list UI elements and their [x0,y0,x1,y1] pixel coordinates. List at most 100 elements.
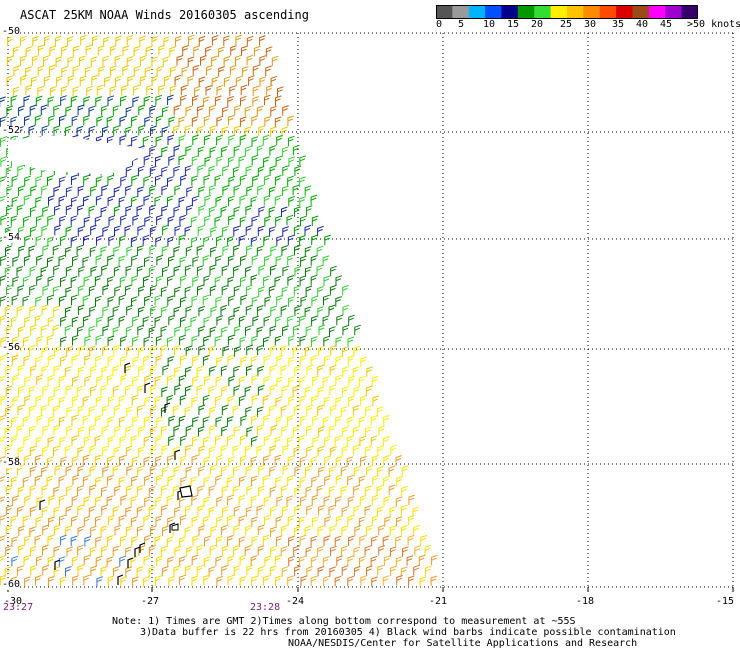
wind-barb [239,434,247,446]
wind-barb [17,164,24,176]
wind-barb [110,65,117,76]
wind-barb [215,195,223,207]
wind-barb [169,85,177,96]
longitude-label: -24 [286,596,305,607]
wind-barb [328,304,336,316]
wind-barb [329,326,336,337]
wind-barb [250,555,258,566]
wind-barb [47,534,55,546]
wind-barb [163,36,171,47]
wind-barb [173,125,180,136]
wind-barb [317,404,324,416]
wind-barb [6,185,13,196]
wind-barb [209,125,217,136]
wind-barb [31,55,39,66]
wind-barb [71,196,78,207]
wind-barb [161,386,168,397]
wind-barb [365,405,372,416]
wind-barb [43,55,50,66]
wind-barb [197,105,204,116]
wind-barb [126,406,133,417]
wind-barb [215,375,223,387]
wind-barb [107,374,114,385]
wind-barb [342,284,349,296]
wind-barb [354,324,361,336]
wind-barb [250,196,258,207]
wind-barb [198,465,205,477]
wind-barb [167,275,174,286]
wind-barb [154,316,162,327]
wind-barb [124,365,132,376]
wind-barb [208,566,216,577]
wind-barb [30,206,37,217]
wind-barb [203,236,210,247]
wind-barb [233,385,241,396]
wind-barb [48,516,55,527]
wind-barb [300,415,307,426]
wind-barb [64,325,72,336]
wind-barb [370,415,378,426]
wind-barb [192,355,199,366]
wind-barb [125,384,132,396]
wind-barb [250,495,258,506]
wind-barb [125,484,133,496]
wind-barb [131,296,138,307]
wind-barb [354,525,362,536]
wind-barb [251,136,259,147]
wind-barb [98,65,106,77]
wind-barb [125,546,132,557]
wind-barb [54,224,61,236]
wind-barb [329,284,337,296]
wind-barb [209,406,217,417]
wind-barb [287,135,295,147]
wind-barb [239,194,247,206]
colorbar-label: 25 [560,19,573,30]
wind-barb [95,355,102,366]
wind-barb [341,386,349,397]
wind-barb [323,335,330,347]
wind-barb [178,234,186,245]
wind-barb [161,504,168,516]
wind-barb [299,315,306,326]
wind-barb [101,445,109,457]
colorbar-swatch [550,5,568,19]
wind-barb [184,504,192,516]
wind-barb [253,45,261,57]
wind-barb [0,275,7,286]
wind-barb [215,474,222,486]
wind-barb [61,66,68,77]
wind-barb [300,295,308,307]
wind-barb [24,576,31,587]
wind-barb [88,325,96,337]
wind-barb [126,345,133,356]
wind-barb [317,306,324,317]
wind-barb [401,485,408,497]
wind-barb [72,474,80,486]
wind-barb [139,75,147,86]
wind-barb [184,165,192,176]
wind-barb [310,555,318,567]
wind-barb [58,396,66,407]
wind-barb [252,96,260,107]
wind-barb [148,486,156,497]
wind-barb [294,266,302,277]
wind-barb [246,244,253,256]
wind-barb [270,264,277,276]
wind-barb [353,505,361,516]
wind-barb [125,325,133,337]
wind-barb [275,575,282,586]
wind-barb [4,426,12,437]
wind-barb [322,556,330,567]
wind-barb [132,375,139,387]
note-line: NOAA/NESDIS/Center for Satellite Applica… [288,638,638,649]
wind-barb [66,406,74,417]
wind-barb [419,576,427,587]
wind-barb [118,416,126,427]
wind-barb [41,225,49,236]
wind-barb [0,314,7,326]
wind-barb [47,275,55,287]
contaminated-wind-barb [54,559,61,570]
wind-barb [155,236,162,247]
wind-barb [221,524,228,536]
wind-barb [358,516,366,527]
